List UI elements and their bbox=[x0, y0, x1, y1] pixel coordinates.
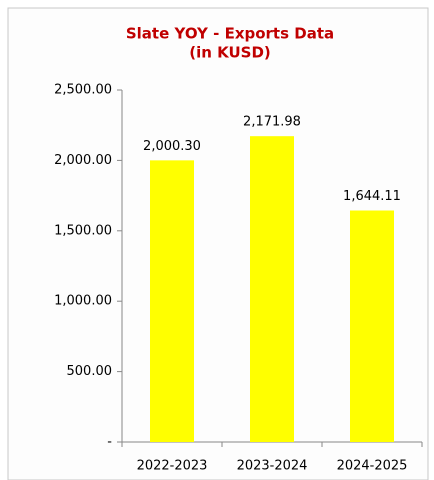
data-label: 1,644.11 bbox=[343, 189, 401, 204]
data-label: 2,171.98 bbox=[243, 115, 301, 130]
bar bbox=[250, 136, 294, 442]
y-tick-label: 2,000.00 bbox=[54, 153, 112, 168]
y-tick-label: 1,500.00 bbox=[54, 223, 112, 238]
chart-title: Slate YOY - Exports Data bbox=[126, 25, 334, 43]
bar bbox=[150, 160, 194, 442]
y-tick-label: 1,000.00 bbox=[54, 294, 112, 309]
x-tick-label: 2022-2023 bbox=[137, 459, 208, 474]
x-tick-label: 2023-2024 bbox=[237, 459, 308, 474]
x-tick-label: 2024-2025 bbox=[337, 459, 408, 474]
y-tick-label: 2,500.00 bbox=[54, 83, 112, 98]
data-label: 2,000.30 bbox=[143, 139, 201, 154]
chart-subtitle: (in KUSD) bbox=[189, 44, 271, 62]
y-tick-label: 500.00 bbox=[67, 364, 113, 379]
bar bbox=[350, 210, 394, 442]
y-tick-label: - bbox=[107, 435, 112, 450]
